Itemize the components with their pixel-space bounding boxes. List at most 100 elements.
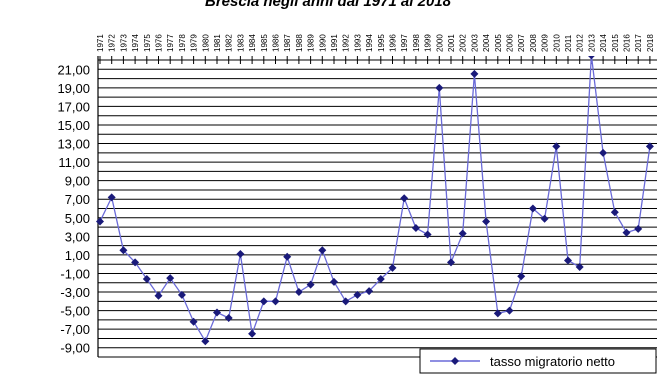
y-axis-ticks: 21,00 19,00 17,00 15,00 13,00 11,00 9,00 7,00 5,…: [57, 62, 90, 355]
x-tick-label: 1994: [365, 34, 374, 52]
x-tick-label: 1980: [201, 34, 210, 52]
data-point: [236, 249, 245, 258]
x-tick-label: 1995: [377, 34, 386, 52]
x-tick-label: 1996: [389, 34, 398, 52]
data-point: [213, 308, 221, 317]
y-tick-label: 21,00: [57, 62, 90, 77]
legend-label: tasso migratorio netto: [490, 354, 615, 369]
x-tick-label: 1983: [236, 34, 245, 52]
x-tick-label: 2007: [517, 34, 526, 52]
x-tick-label: 1973: [119, 34, 128, 52]
x-tick-label: 1984: [248, 34, 257, 52]
x-tick-label: 1991: [330, 34, 339, 52]
data-point: [470, 69, 479, 78]
data-point: [154, 291, 163, 300]
data-point: [259, 297, 268, 306]
x-tick-label: 2006: [506, 34, 515, 52]
x-tick-label: 2015: [611, 34, 620, 52]
x-tick-label: 1981: [213, 34, 222, 52]
y-tick-label: 9,00: [65, 174, 90, 189]
data-point: [588, 56, 595, 60]
data-point: [248, 329, 257, 338]
data-point: [575, 262, 584, 271]
data-point: [540, 214, 549, 223]
data-point: [271, 297, 280, 306]
x-tick-label: 1972: [108, 34, 117, 52]
grid-layer: [98, 59, 657, 358]
data-point: [482, 217, 491, 226]
x-tick-label: 2017: [634, 34, 643, 52]
x-tick-label: 1979: [190, 34, 199, 52]
data-point: [622, 228, 631, 237]
x-tick-label: 1974: [131, 34, 140, 52]
data-point: [142, 275, 151, 284]
y-tick-label: -7,00: [60, 322, 90, 337]
x-axis-ticks: 1971 1972 1973 1974 1975 1976 1977 1978 1979 1980…: [96, 34, 655, 64]
data-point: [517, 272, 526, 281]
chart-title: Brescia negli anni dal 1971 al 2018: [205, 0, 452, 10]
x-tick-label: 1985: [260, 34, 269, 52]
data-point: [131, 258, 140, 267]
x-tick-label: 1990: [318, 34, 327, 52]
x-tick-label: 1975: [143, 34, 152, 52]
y-tick-label: 5,00: [65, 211, 90, 226]
x-tick-label: 1986: [272, 34, 281, 52]
x-tick-label: 2005: [494, 34, 503, 52]
x-tick-label: 1976: [155, 34, 164, 52]
x-tick-label: 2010: [552, 34, 561, 52]
x-tick-label: 1999: [424, 34, 433, 52]
series-line: [99, 56, 651, 343]
data-point: [294, 288, 303, 297]
y-tick-label: 19,00: [57, 81, 90, 96]
data-point: [388, 263, 397, 272]
x-tick-label: 1971: [96, 34, 105, 52]
y-tick-label: 7,00: [65, 192, 90, 207]
x-tick-label: 2008: [529, 34, 538, 52]
x-tick-label: 1977: [166, 34, 175, 52]
data-point: [505, 306, 514, 315]
data-point: [107, 193, 116, 202]
data-point: [318, 246, 327, 255]
x-tick-label: 2012: [576, 34, 585, 52]
data-point: [177, 290, 186, 299]
data-point: [119, 246, 128, 255]
x-tick-label: 2003: [470, 34, 479, 52]
data-point: [645, 142, 654, 151]
y-tick-label: 13,00: [57, 137, 90, 152]
x-tick-label: 2016: [623, 34, 632, 52]
x-tick-label: 2011: [564, 34, 573, 52]
data-point: [599, 148, 608, 157]
x-tick-label: 2018: [646, 34, 655, 52]
y-tick-label: 17,00: [57, 99, 90, 114]
data-point: [435, 83, 444, 92]
x-tick-label: 2004: [482, 34, 491, 52]
data-point: [564, 256, 572, 265]
data-point: [365, 287, 374, 296]
y-tick-label: 3,00: [65, 229, 90, 244]
data-point: [166, 274, 175, 283]
legend-marker: [451, 357, 459, 365]
data-point: [341, 297, 350, 306]
x-tick-label: 1982: [225, 34, 234, 52]
data-point: [330, 277, 338, 286]
x-tick-label: 2001: [447, 34, 456, 52]
data-point: [376, 275, 385, 284]
data-point: [400, 194, 409, 203]
data-point: [283, 252, 292, 261]
x-tick-label: 1988: [295, 34, 304, 52]
legend: tasso migratorio netto: [419, 348, 657, 374]
y-tick-label: -5,00: [60, 304, 90, 319]
x-tick-label: 1998: [412, 34, 421, 52]
y-tick-label: 1,00: [65, 248, 90, 263]
data-point: [411, 223, 420, 232]
x-tick-label: 1993: [353, 34, 362, 52]
y-tick-label: 15,00: [57, 118, 90, 133]
x-tick-label: 2014: [599, 34, 608, 52]
x-tick-label: 1978: [178, 34, 187, 52]
data-point: [353, 290, 362, 299]
series-layer: [96, 56, 654, 346]
y-tick-label: -3,00: [60, 285, 90, 300]
x-tick-label: 2009: [541, 34, 550, 52]
